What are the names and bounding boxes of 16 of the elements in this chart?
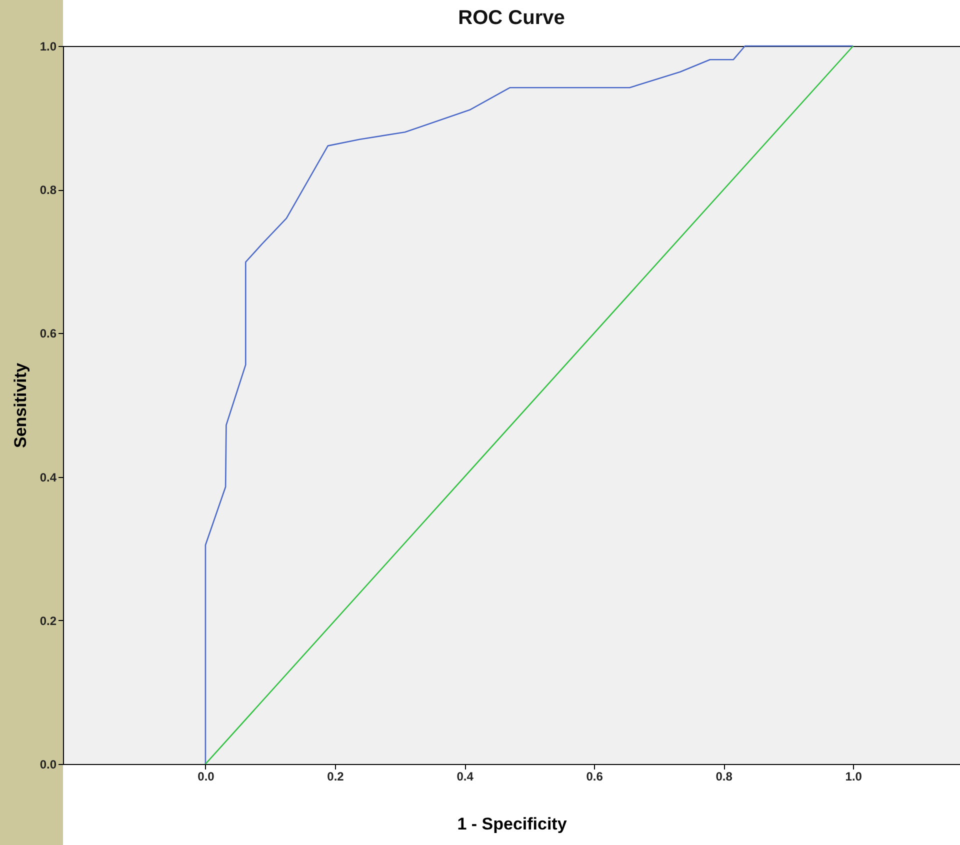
chart-title: ROC Curve [458,7,565,29]
x-tick-label: 1.0 [845,770,862,784]
y-axis-title: Sensitivity [10,362,30,448]
y-tick-label: 0.0 [40,758,57,772]
y-tick-label: 1.0 [40,40,57,54]
y-tick-label: 0.6 [40,326,57,341]
x-axis-title: 1 - Specificity [457,814,568,834]
line-series [204,45,854,765]
x-tick-label: 0.2 [327,770,344,784]
x-tick-label: 0.6 [586,770,604,784]
x-tick-label: 0.4 [456,770,474,784]
y-tick-label: 0.8 [40,183,57,198]
y-tick-label: 0.4 [40,470,57,484]
y-tick-label: 0.2 [40,614,57,628]
x-tick-label: 0.0 [198,770,215,784]
x-tick-label: 0.8 [716,770,733,784]
